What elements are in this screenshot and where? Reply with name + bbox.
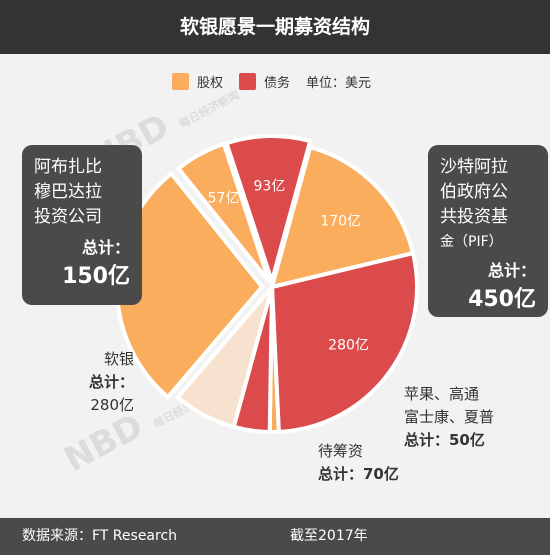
pending-label: 待筹资 总计：70亿 (318, 440, 399, 486)
footer-date: 截至2017年 (290, 528, 368, 544)
legend: 股权 债务 单位：美元 (172, 72, 387, 91)
tech-companies-label: 苹果、高通 富士康、夏普 总计：50亿 (404, 383, 494, 452)
pif-box: 沙特阿拉 伯政府公 共投资基 金（PIF） 总计： 450亿 (428, 145, 548, 317)
pie-slice (175, 141, 272, 283)
pie-slice (269, 144, 416, 290)
tech-companies-line-2: 富士康、夏普 (404, 408, 495, 426)
legend-unit-text: 单位：美元 (306, 76, 372, 91)
footer-source: 数据来源：FT Research (22, 528, 178, 544)
footer: 数据来源：FT Research 截至2017年 (0, 518, 550, 555)
pending-name: 待筹资 (318, 442, 364, 460)
mubadala-name-line-1: 阿布扎比 (34, 157, 102, 177)
pif-total-label: 总计： (487, 261, 536, 280)
mubadala-total-value: 150亿 (62, 264, 130, 289)
pif-name-line-1: 沙特阿拉 (440, 157, 508, 177)
pie-slice (175, 285, 274, 430)
pif-name-line-3: 共投资基 (440, 207, 508, 227)
pending-total: 总计：70亿 (318, 465, 399, 483)
legend-unit: 单位：美元 (306, 72, 371, 91)
pie-slice-label: 170亿 (320, 213, 361, 229)
pie-slice-label: 93亿 (254, 178, 286, 194)
tech-companies-total: 总计：50亿 (404, 431, 485, 449)
legend-swatch-equity (172, 73, 189, 90)
softbank-total-label: 总计： (88, 373, 134, 391)
pif-total-value: 450亿 (468, 287, 536, 312)
pie-slice-label: 280亿 (328, 337, 369, 353)
legend-label-equity: 股权 (197, 76, 224, 91)
mubadala-box: 阿布扎比 穆巴达拉 投资公司 总计： 150亿 (22, 145, 142, 305)
mubadala-name-line-3: 投资公司 (34, 207, 102, 227)
softbank-name: 软银 (103, 350, 134, 368)
page-title: 软银愿景一期募资结构 (0, 0, 550, 54)
mubadala-name-line-2: 穆巴达拉 (34, 182, 102, 202)
softbank-label: 软银 总计： 280亿 (74, 348, 134, 417)
pie-slice (269, 250, 419, 434)
pie-slice (224, 134, 313, 288)
mubadala-total-label: 总计： (81, 238, 130, 257)
pie-slice-label: 57亿 (208, 191, 240, 207)
pif-name-line-4: 金（PIF） (440, 234, 503, 250)
tech-companies-line-1: 苹果、高通 (404, 385, 480, 403)
legend-item-equity: 股权 (172, 72, 223, 91)
legend-item-debt: 债务 (239, 72, 290, 91)
legend-label-debt: 债务 (264, 76, 291, 91)
legend-swatch-debt (239, 73, 257, 90)
softbank-total-value: 280亿 (90, 396, 134, 414)
pif-name-line-2: 伯政府公 (440, 182, 508, 202)
